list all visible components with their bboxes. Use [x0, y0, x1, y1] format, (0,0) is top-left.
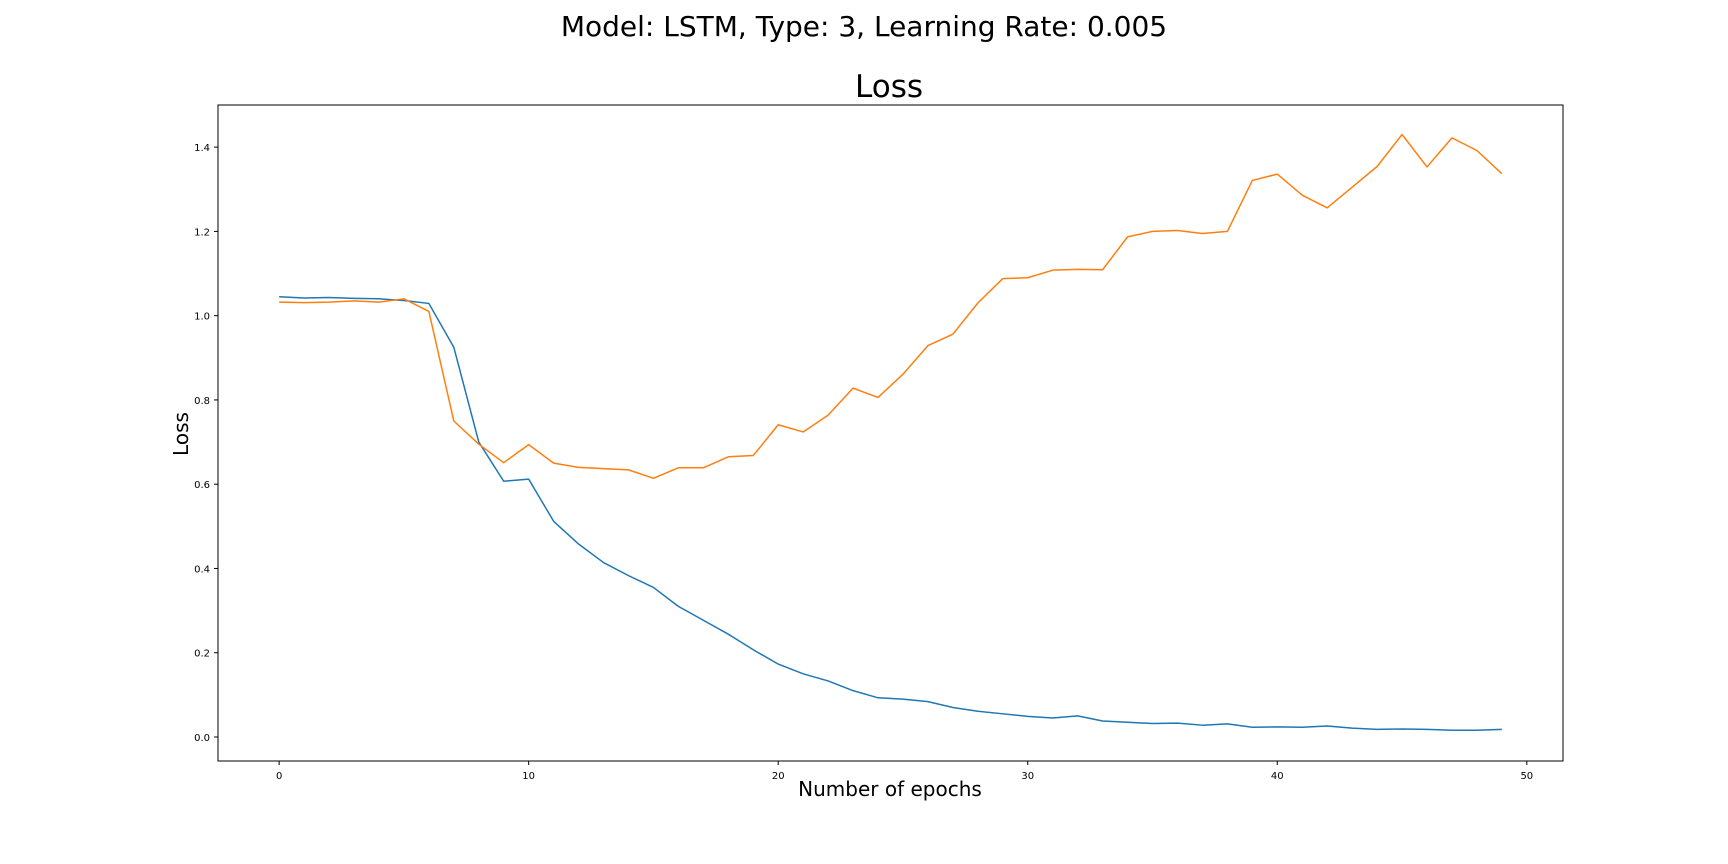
- x-tick-label: 10: [522, 771, 535, 782]
- y-tick-label: 0.6: [194, 480, 210, 491]
- chart-title: Loss: [855, 69, 923, 105]
- y-tick-label: 1.2: [194, 227, 210, 238]
- x-tick-label: 20: [772, 771, 785, 782]
- y-tick-label: 0.2: [194, 649, 210, 660]
- x-axis-label: Number of epochs: [798, 777, 982, 801]
- x-tick-label: 0: [276, 771, 282, 782]
- lines-layer: [279, 133, 1503, 731]
- y-tick-label: 0.0: [194, 733, 210, 744]
- series-line-0: [279, 295, 1502, 731]
- y-tick-label: 1.4: [194, 143, 210, 154]
- y-tick-label: 0.8: [194, 396, 210, 407]
- ticks-layer: 0 10 20 30 40 50 0.0 0.2 0.4 0.6 0.8 1.0 1.2 1.4: [194, 143, 1533, 782]
- figure-suptitle: Model: LSTM, Type: 3, Learning Rate: 0.0…: [560, 10, 1168, 43]
- y-tick-label: 0.4: [194, 564, 210, 575]
- y-tick-label: 1.0: [194, 312, 210, 323]
- plot-area-frame: [217, 104, 1564, 762]
- y-axis-label: Loss: [169, 412, 193, 456]
- x-tick-label: 40: [1271, 771, 1284, 782]
- series-line-1: [279, 133, 1503, 480]
- x-tick-label: 50: [1520, 771, 1533, 782]
- x-tick-label: 30: [1021, 771, 1034, 782]
